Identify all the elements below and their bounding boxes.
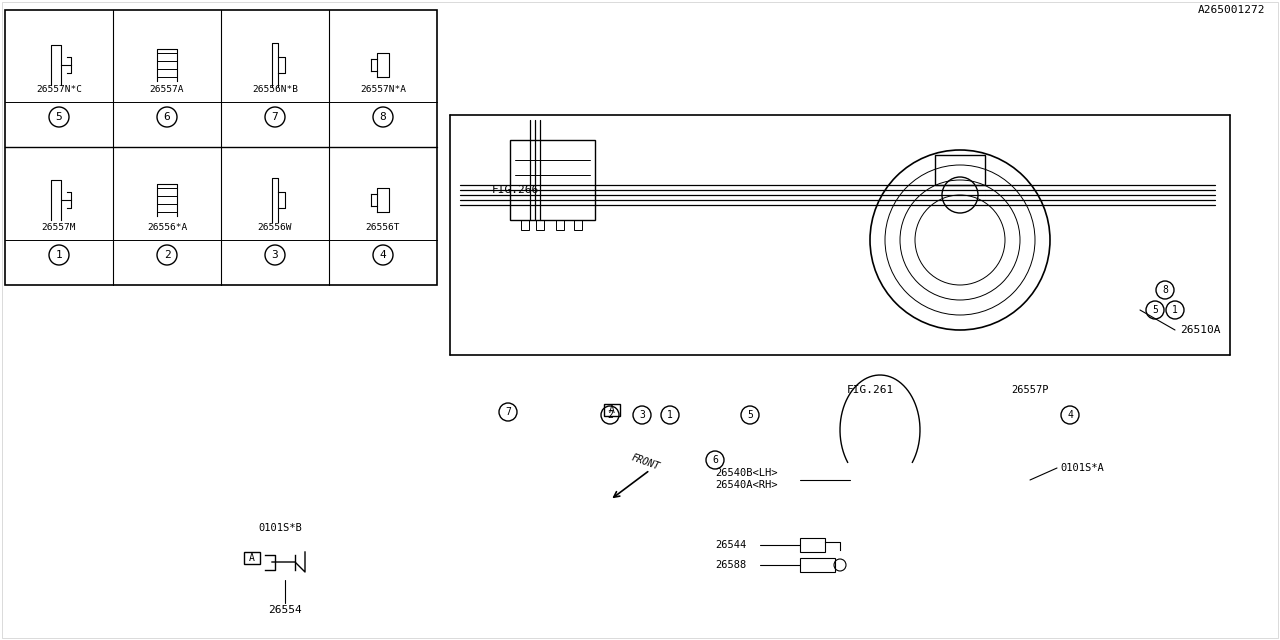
Text: 4: 4 — [1068, 410, 1073, 420]
Bar — [5, 10, 436, 285]
Text: 26556N*B: 26556N*B — [252, 84, 298, 93]
Text: 26544: 26544 — [716, 540, 746, 550]
Text: 26510A: 26510A — [1180, 325, 1221, 335]
Text: 26588: 26588 — [716, 560, 746, 570]
Text: 26556W: 26556W — [257, 223, 292, 232]
Bar — [934, 155, 986, 185]
Bar — [521, 220, 529, 230]
Text: 26557M: 26557M — [42, 223, 77, 232]
Text: 26556T: 26556T — [366, 223, 401, 232]
Text: 8: 8 — [1162, 285, 1167, 295]
Text: 4: 4 — [380, 250, 387, 260]
Bar — [243, 552, 260, 564]
Text: 7: 7 — [506, 407, 511, 417]
Text: FIG.261: FIG.261 — [846, 385, 893, 395]
Text: A: A — [250, 553, 255, 563]
Text: 26557A: 26557A — [150, 84, 184, 93]
Text: 0101S*B: 0101S*B — [259, 523, 302, 533]
Bar — [604, 404, 621, 415]
Text: 1: 1 — [55, 250, 63, 260]
Text: 26557P: 26557P — [1011, 385, 1048, 395]
Text: 0101S*A: 0101S*A — [1060, 463, 1103, 473]
Text: 26540A<RH>: 26540A<RH> — [716, 480, 777, 490]
Bar — [573, 220, 582, 230]
Bar — [536, 220, 544, 230]
Bar — [800, 558, 835, 572]
Text: 26557N*A: 26557N*A — [360, 84, 406, 93]
Text: A: A — [609, 405, 614, 415]
Text: 2: 2 — [607, 410, 613, 420]
Text: 6: 6 — [164, 112, 170, 122]
Text: 8: 8 — [380, 112, 387, 122]
Text: 5: 5 — [55, 112, 63, 122]
Bar — [556, 220, 564, 230]
Text: 26557N*C: 26557N*C — [36, 84, 82, 93]
Text: 3: 3 — [639, 410, 645, 420]
Text: 1: 1 — [1172, 305, 1178, 315]
Bar — [800, 538, 826, 552]
Text: 3: 3 — [271, 250, 278, 260]
Text: 2: 2 — [164, 250, 170, 260]
Bar — [509, 140, 595, 220]
Text: FIG.266: FIG.266 — [492, 185, 539, 195]
Text: 26554: 26554 — [268, 605, 302, 615]
Text: 26556*A: 26556*A — [147, 223, 187, 232]
Text: 5: 5 — [748, 410, 753, 420]
Text: 7: 7 — [271, 112, 278, 122]
Text: 5: 5 — [1152, 305, 1158, 315]
Text: FRONT: FRONT — [630, 452, 660, 472]
Text: 26540B<LH>: 26540B<LH> — [716, 468, 777, 478]
Text: A265001272: A265001272 — [1198, 5, 1265, 15]
Text: 1: 1 — [667, 410, 673, 420]
Text: 6: 6 — [712, 455, 718, 465]
